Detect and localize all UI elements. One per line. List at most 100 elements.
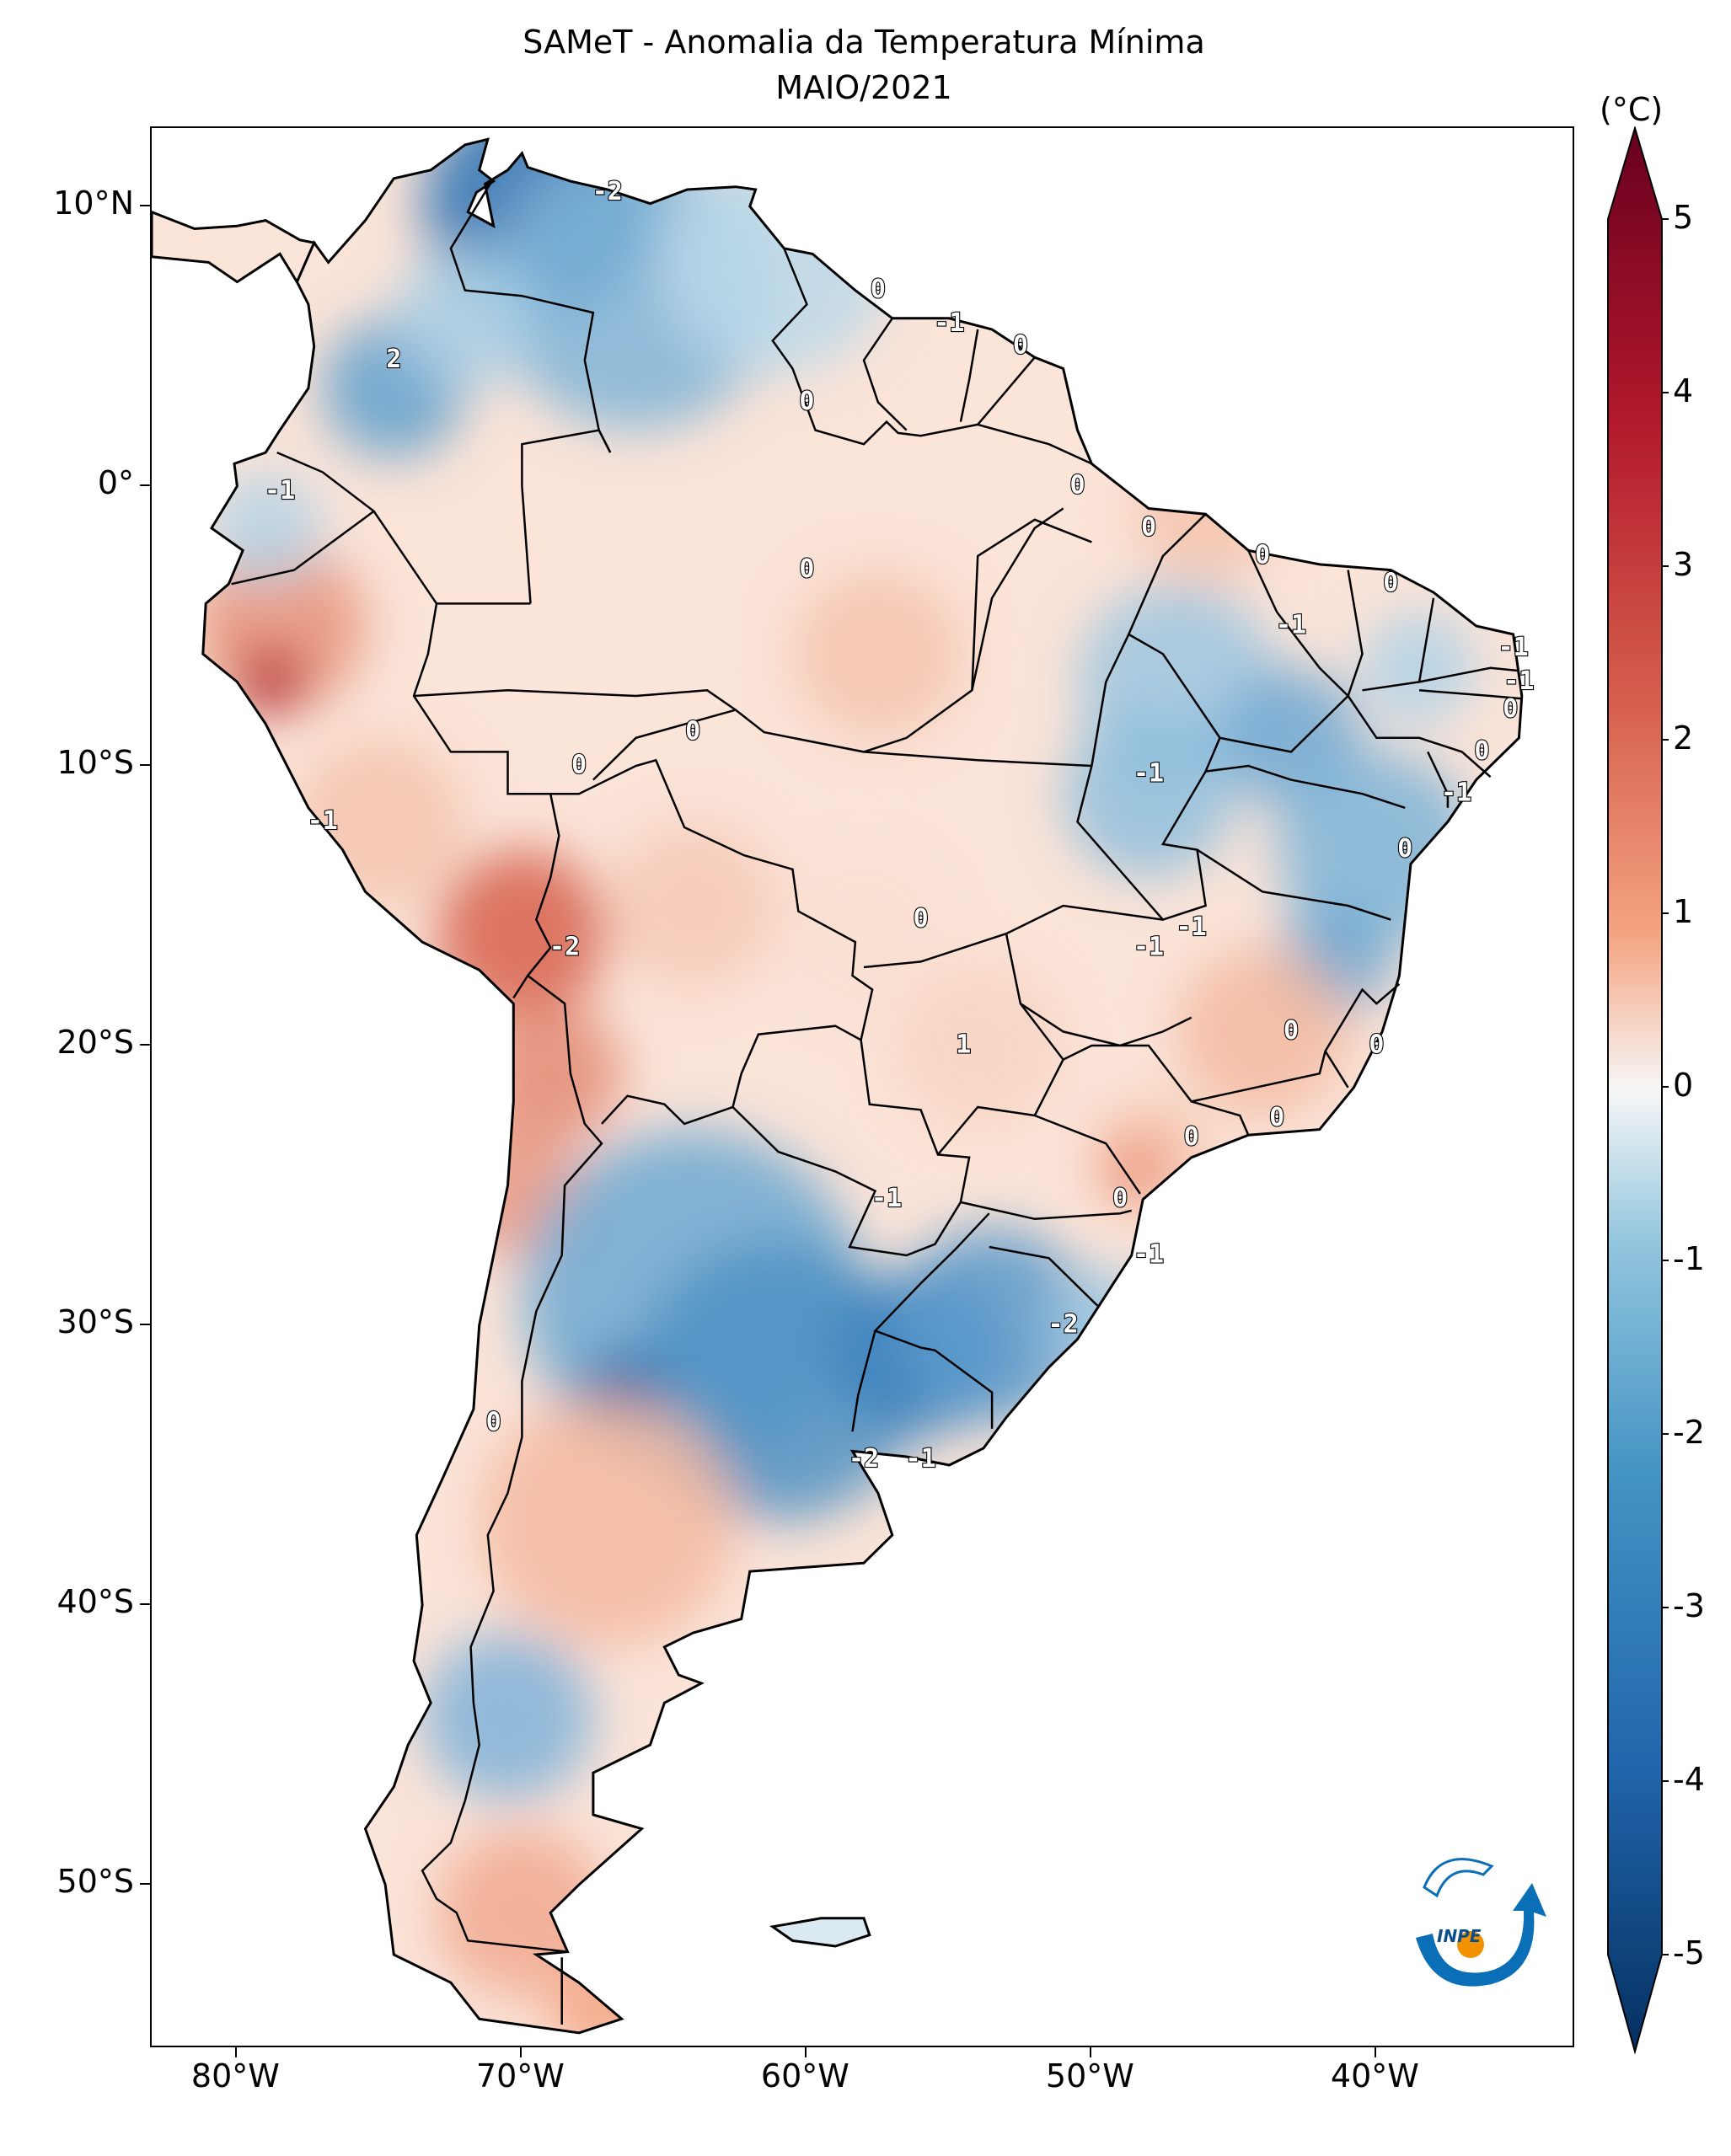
contour-label: -1 — [871, 1184, 902, 1213]
x-tick-label: 70°W — [475, 2057, 565, 2094]
colorbar-tick-label: -2 — [1673, 1414, 1705, 1451]
border-line — [1128, 513, 1207, 635]
map-title: SAMeT - Anomalia da Temperatura Mínima — [523, 24, 1205, 61]
y-tick-label: 20°S — [56, 1023, 134, 1061]
logo-swoosh — [1416, 1883, 1546, 1987]
x-tick-mark — [235, 2047, 238, 2057]
anomaly-patch — [437, 849, 608, 1018]
border-line — [1347, 695, 1492, 778]
colorbar — [1607, 126, 1669, 2055]
border-line — [449, 178, 612, 453]
border-line — [1219, 549, 1350, 753]
border-line — [521, 429, 612, 604]
contour-label: 1 — [956, 1030, 971, 1059]
x-tick-label: 50°W — [1045, 2057, 1134, 2094]
contour-label: 0 — [871, 275, 886, 304]
contour-label: 0 — [799, 387, 814, 416]
anomaly-patch — [607, 821, 779, 990]
logo-swoosh-outline — [1423, 1858, 1494, 1898]
colorbar-tick-label: -4 — [1673, 1761, 1705, 1798]
border-line — [732, 1106, 962, 1257]
falkland-islands — [769, 1917, 871, 1948]
colorbar-unit: (°C) — [1600, 91, 1664, 128]
anomaly-patch — [394, 248, 537, 388]
contour-label: 0 — [1184, 1122, 1199, 1152]
contour-label: 0 — [1369, 1030, 1384, 1059]
colorbar-tick-label: -3 — [1673, 1587, 1705, 1624]
contour-label: -2 — [1048, 1309, 1079, 1339]
anomaly-patch — [664, 150, 892, 375]
contour-label: 0 — [1284, 1016, 1299, 1046]
anomaly-patch — [792, 570, 964, 738]
contour-label: 2 — [386, 345, 401, 374]
border-line — [1324, 1050, 1349, 1089]
colorbar-tick-label: -5 — [1673, 1934, 1705, 1971]
x-tick-label: 60°W — [760, 2057, 849, 2094]
contour-label: 0 — [1269, 1103, 1284, 1132]
contour-label: -1 — [1176, 912, 1207, 942]
border-line — [1427, 751, 1450, 808]
anomaly-patch — [422, 1633, 593, 1801]
y-tick-label: 0° — [97, 463, 134, 501]
border-line — [851, 1330, 876, 1432]
map-subtitle: MAIO/2021 — [775, 69, 952, 106]
contour-label: -1 — [1276, 610, 1306, 639]
inpe-logo: INPE — [1416, 1858, 1546, 1987]
contour-label: 0 — [1503, 694, 1518, 724]
anomaly-patch — [437, 1828, 608, 1997]
contour-label: 0 — [685, 717, 700, 746]
contour-label: 0 — [1474, 736, 1489, 766]
border-line — [1205, 764, 1406, 809]
border-line — [959, 329, 979, 422]
border-line — [989, 1245, 1099, 1307]
contour-label: -1 — [1133, 758, 1164, 788]
border-line — [1076, 633, 1221, 922]
contour-label: 0 — [1141, 512, 1156, 542]
border-line — [413, 689, 737, 711]
x-tick-mark — [1375, 2047, 1377, 2057]
logo-dot — [1457, 1931, 1484, 1958]
contour-label: 0 — [1383, 569, 1398, 598]
border-line — [860, 1040, 971, 1203]
contour-label: -1 — [1498, 633, 1529, 662]
coastline — [152, 137, 1524, 2035]
y-tick-mark — [140, 1602, 150, 1605]
border-line — [1418, 666, 1519, 683]
y-tick-mark — [140, 484, 150, 486]
y-tick-mark — [140, 1323, 150, 1325]
contour-label: -1 — [934, 308, 964, 338]
contour-label: 0 — [914, 904, 929, 934]
border-line — [1063, 1044, 1250, 1136]
contour-label: 0 — [1397, 834, 1412, 864]
contour-label: 0 — [1112, 1184, 1128, 1213]
anomaly-patch — [479, 1003, 622, 1144]
contour-label: -1 — [1503, 666, 1534, 696]
border-line — [1005, 904, 1192, 1047]
y-tick-label: 40°S — [56, 1582, 134, 1620]
contour-label: 0 — [1013, 330, 1028, 360]
border-line — [1419, 689, 1522, 700]
colorbar-tick-label: 2 — [1673, 720, 1694, 757]
x-tick-label: 80°W — [190, 2057, 280, 2094]
y-tick-mark — [140, 763, 150, 766]
anomaly-patch — [1362, 612, 1476, 725]
border-line — [421, 975, 603, 1953]
border-line — [863, 933, 1007, 969]
anomaly-patch — [1063, 709, 1235, 878]
border-line — [1347, 570, 1364, 697]
colorbar-body — [1607, 126, 1663, 2055]
logo-text: INPE — [1437, 1926, 1482, 1946]
contour-label: -1 — [1441, 778, 1471, 808]
anomaly-patch — [1106, 1143, 1163, 1200]
y-tick-label: 30°S — [56, 1303, 134, 1340]
anomaly-patch — [194, 542, 366, 710]
border-line — [1034, 1114, 1141, 1195]
contour-label: -1 — [308, 806, 338, 836]
colorbar-tick-label: 5 — [1673, 199, 1694, 236]
contour-label: 0 — [799, 554, 814, 584]
border-line — [1191, 982, 1401, 1103]
colorbar-tick-label: 1 — [1673, 893, 1694, 930]
contour-label: -1 — [265, 476, 295, 506]
contour-label: 0 — [1255, 540, 1270, 570]
border-line — [1196, 848, 1391, 921]
